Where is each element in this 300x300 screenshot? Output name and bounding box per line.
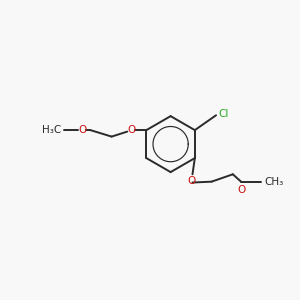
Text: H₃C: H₃C — [42, 125, 61, 135]
Text: O: O — [78, 125, 86, 135]
Text: O: O — [128, 125, 136, 135]
Text: O: O — [187, 176, 195, 186]
Text: Cl: Cl — [218, 110, 229, 119]
Text: CH₃: CH₃ — [264, 177, 283, 187]
Text: O: O — [237, 185, 245, 195]
